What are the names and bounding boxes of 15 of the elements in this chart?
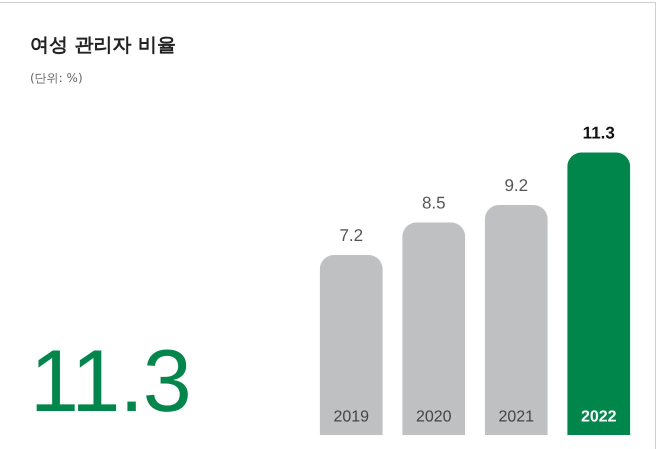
text: (단위: %) [30,70,83,87]
x-tick-label: 2022 [580,408,617,426]
data-label: 11.3 [582,124,615,143]
bar [320,255,383,435]
x-tick-label: 2020 [416,408,452,426]
x-tick-label: 2019 [333,408,370,426]
data-label: 9.2 [504,176,528,196]
x-tick-label: 2021 [498,408,534,426]
bar [484,205,548,435]
bar [567,152,630,435]
text: 여성 관리자 비율 [30,33,176,58]
data-label: 7.2 [339,226,364,246]
data-label: 8.5 [422,194,446,213]
bar [402,222,466,435]
text: 11.3 [30,330,191,432]
